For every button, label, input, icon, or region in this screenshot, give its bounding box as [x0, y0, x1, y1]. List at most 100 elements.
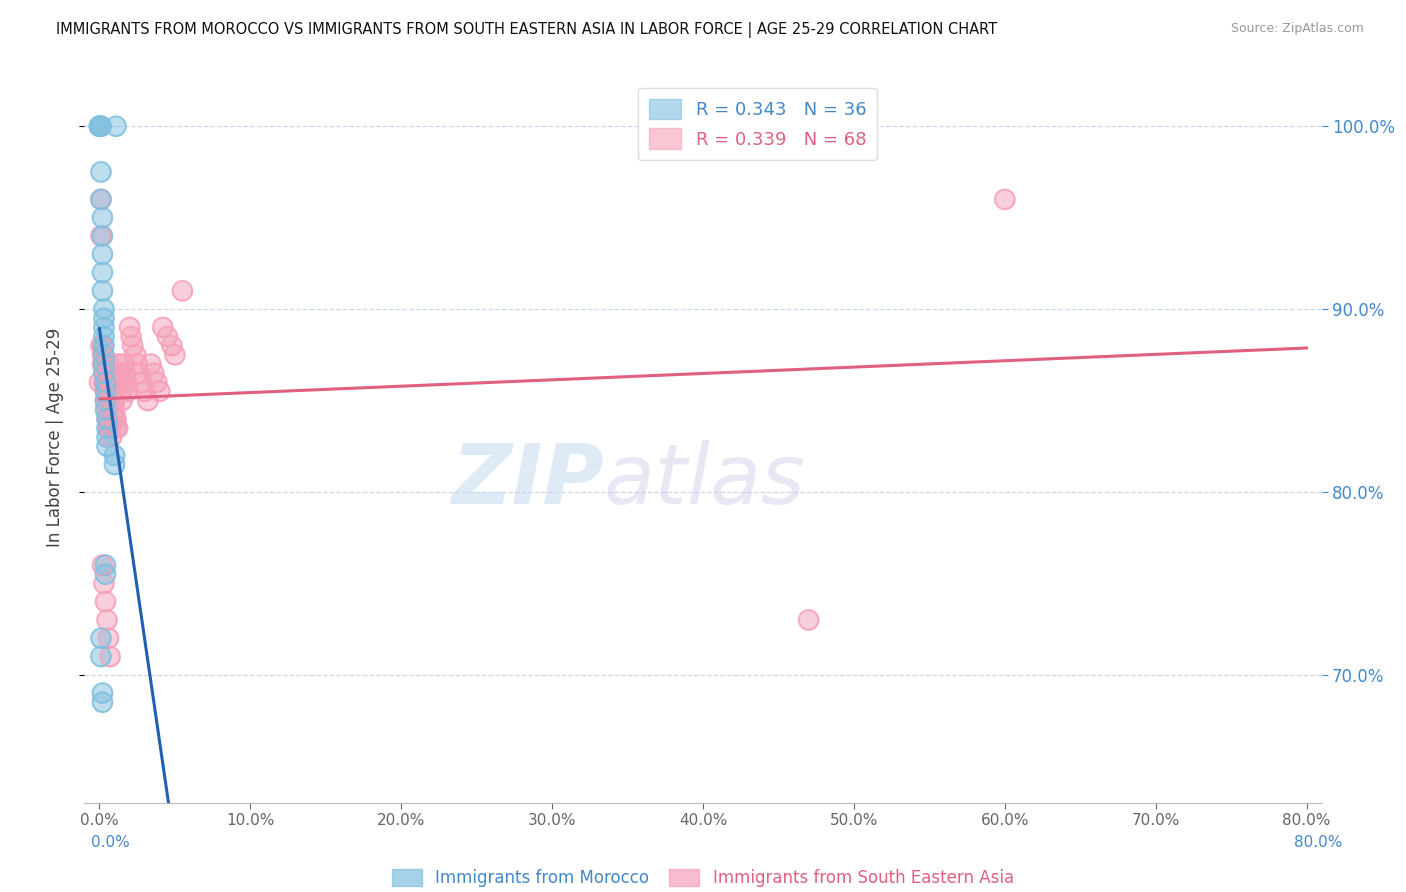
Point [160, 338, 183, 352]
Point [94, 393, 117, 408]
Point [96, 411, 118, 425]
Point [172, 284, 194, 298]
Point [90, 192, 112, 206]
Point [152, 320, 174, 334]
Point [93, 366, 115, 380]
Point [90, 338, 112, 352]
Point [93, 301, 115, 316]
Point [90, 338, 112, 352]
Point [91, 695, 114, 709]
Point [797, 613, 820, 627]
Point [97, 357, 120, 371]
Point [96, 439, 118, 453]
Point [96, 439, 118, 453]
Point [97, 631, 120, 645]
Point [91, 686, 114, 700]
Point [93, 366, 115, 380]
Point [134, 384, 156, 399]
Point [91, 247, 114, 261]
Point [111, 384, 134, 399]
Point [97, 411, 120, 425]
Point [94, 567, 117, 582]
Point [94, 384, 117, 399]
Point [134, 384, 156, 399]
Point [117, 384, 139, 399]
Point [93, 301, 115, 316]
Point [91, 247, 114, 261]
Point [124, 348, 146, 362]
Point [103, 448, 125, 462]
Point [90, 631, 112, 645]
Point [120, 329, 142, 343]
Point [93, 357, 115, 371]
Point [94, 567, 117, 582]
Point [91, 695, 114, 709]
Point [108, 366, 131, 380]
Point [94, 375, 117, 389]
Point [111, 393, 134, 408]
Point [94, 558, 117, 573]
Point [105, 421, 128, 435]
Point [128, 366, 150, 380]
Point [94, 558, 117, 573]
Point [89, 119, 111, 133]
Point [156, 329, 179, 343]
Point [96, 430, 118, 444]
Point [121, 338, 143, 352]
Point [90, 192, 112, 206]
Point [163, 348, 186, 362]
Point [93, 311, 115, 326]
Point [100, 384, 122, 399]
Y-axis label: In Labor Force | Age 25-29: In Labor Force | Age 25-29 [45, 327, 63, 547]
Point [105, 119, 128, 133]
Point [94, 375, 117, 389]
Point [139, 357, 162, 371]
Point [89, 119, 111, 133]
Point [96, 613, 118, 627]
Point [146, 375, 169, 389]
Point [114, 366, 136, 380]
Point [127, 357, 149, 371]
Point [94, 375, 117, 389]
Point [93, 329, 115, 343]
Point [89, 119, 111, 133]
Point [172, 284, 194, 298]
Point [103, 458, 125, 472]
Point [93, 375, 115, 389]
Point [93, 338, 115, 352]
Point [91, 228, 114, 243]
Point [105, 119, 128, 133]
Point [93, 357, 115, 371]
Point [97, 631, 120, 645]
Point [91, 338, 114, 352]
Point [103, 458, 125, 472]
Point [96, 411, 118, 425]
Point [93, 320, 115, 334]
Point [103, 402, 125, 417]
Point [94, 402, 117, 417]
Text: 0.0%: 0.0% [91, 836, 131, 850]
Point [90, 228, 112, 243]
Point [114, 366, 136, 380]
Point [103, 393, 125, 408]
Point [98, 649, 121, 664]
Point [96, 411, 118, 425]
Point [100, 375, 122, 389]
Point [152, 320, 174, 334]
Point [91, 348, 114, 362]
Text: IMMIGRANTS FROM MOROCCO VS IMMIGRANTS FROM SOUTH EASTERN ASIA IN LABOR FORCE | A: IMMIGRANTS FROM MOROCCO VS IMMIGRANTS FR… [56, 22, 997, 38]
Point [797, 613, 820, 627]
Point [91, 211, 114, 225]
Point [93, 348, 115, 362]
Point [131, 375, 153, 389]
Point [131, 375, 153, 389]
Point [93, 357, 115, 371]
Point [96, 613, 118, 627]
Point [94, 384, 117, 399]
Point [93, 576, 115, 591]
Point [94, 393, 117, 408]
Point [93, 576, 115, 591]
Point [91, 348, 114, 362]
Point [994, 192, 1017, 206]
Point [98, 421, 121, 435]
